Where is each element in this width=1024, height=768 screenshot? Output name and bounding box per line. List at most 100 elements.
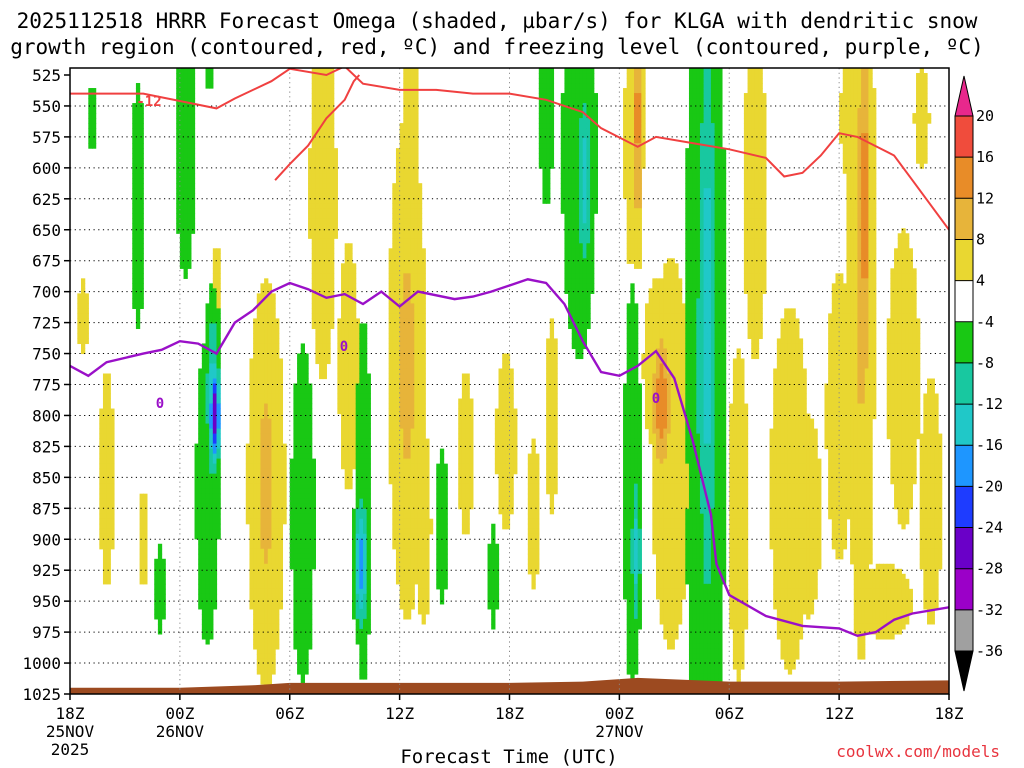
omega-cell <box>395 418 401 425</box>
omega-cell <box>582 318 588 325</box>
omega-cell <box>355 458 360 465</box>
omega-cell <box>278 573 284 580</box>
omega-cell <box>502 403 507 410</box>
omega-cell <box>271 433 276 440</box>
omega-cell <box>410 143 415 149</box>
omega-cell <box>359 413 364 420</box>
omega-cell <box>549 123 555 129</box>
omega-cell <box>300 393 305 400</box>
omega-cell <box>176 73 181 79</box>
omega-cell <box>461 413 467 420</box>
omega-cell <box>410 103 415 109</box>
omega-cell <box>417 243 423 249</box>
omega-cell <box>179 118 185 124</box>
omega-cell <box>352 373 357 380</box>
omega-cell <box>275 428 280 435</box>
omega-cell <box>194 463 199 470</box>
omega-cell <box>267 538 273 545</box>
omega-cell <box>256 603 262 610</box>
omega-cell <box>417 198 423 204</box>
omega-cell <box>414 263 419 269</box>
omega-cell <box>106 528 111 535</box>
omega-cell <box>311 213 316 219</box>
omega-cell <box>355 548 360 555</box>
omega-cell <box>201 453 207 460</box>
omega-cell <box>337 343 342 350</box>
omega-cell <box>260 303 265 309</box>
omega-cell <box>304 373 309 380</box>
omega-cell <box>300 388 305 395</box>
omega-cell <box>582 248 588 254</box>
omega-cell <box>403 233 408 239</box>
omega-cell <box>542 128 547 134</box>
omega-cell <box>469 478 474 485</box>
omega-cell <box>176 143 181 149</box>
omega-cell <box>209 473 214 480</box>
omega-cell <box>209 318 214 325</box>
omega-cell <box>593 193 598 199</box>
omega-cell <box>355 498 360 505</box>
omega-cell <box>502 388 507 395</box>
omega-cell <box>139 113 144 119</box>
omega-cell <box>319 303 324 309</box>
omega-cell <box>308 168 313 174</box>
omega-cell <box>157 568 163 575</box>
omega-cell <box>330 213 335 219</box>
omega-cell <box>348 338 353 345</box>
omega-cell <box>417 273 423 279</box>
omega-cell <box>308 438 313 445</box>
omega-cell <box>143 528 148 535</box>
omega-cell <box>216 418 221 425</box>
omega-cell <box>205 618 210 625</box>
omega-cell <box>579 328 584 335</box>
omega-cell <box>212 343 218 350</box>
omega-cell <box>344 268 349 274</box>
omega-cell <box>403 453 408 460</box>
omega-cell <box>99 483 104 490</box>
omega-cell <box>308 388 313 395</box>
omega-cell <box>348 413 353 420</box>
omega-cell <box>91 133 97 139</box>
omega-cell <box>359 518 364 525</box>
omega-cell <box>549 88 555 94</box>
omega-cell <box>417 553 423 560</box>
omega-cell <box>505 458 511 465</box>
omega-cell <box>403 198 408 204</box>
omega-cell <box>549 383 555 390</box>
omega-cell <box>509 418 514 425</box>
omega-cell <box>190 78 196 84</box>
omega-cell <box>531 578 536 585</box>
omega-cell <box>403 373 408 380</box>
omega-cell <box>297 513 302 520</box>
omega-cell <box>326 338 331 345</box>
omega-cell <box>187 223 192 229</box>
omega-cell <box>110 483 115 490</box>
omega-cell <box>278 593 284 600</box>
omega-cell <box>322 318 327 325</box>
omega-cell <box>553 463 558 470</box>
omega-cell <box>322 213 327 219</box>
omega-cell <box>359 343 364 350</box>
omega-cell <box>527 503 533 510</box>
omega-cell <box>586 98 591 104</box>
omega-cell <box>582 178 588 184</box>
omega-cell <box>579 128 584 134</box>
omega-cell <box>300 633 305 640</box>
omega-cell <box>546 443 551 450</box>
omega-cell <box>341 278 346 284</box>
omega-cell <box>271 378 276 385</box>
omega-cell <box>535 458 540 465</box>
omega-cell <box>355 428 360 435</box>
omega-cell <box>271 443 276 450</box>
omega-cell <box>253 453 258 460</box>
omega-cell <box>139 508 144 515</box>
omega-cell <box>363 353 368 360</box>
omega-cell <box>289 538 295 545</box>
omega-cell <box>538 138 544 144</box>
omega-cell <box>388 353 393 360</box>
omega-cell <box>297 648 302 655</box>
omega-cell <box>344 408 349 415</box>
omega-cell <box>590 193 595 199</box>
omega-cell <box>91 128 97 134</box>
omega-cell <box>568 198 573 204</box>
